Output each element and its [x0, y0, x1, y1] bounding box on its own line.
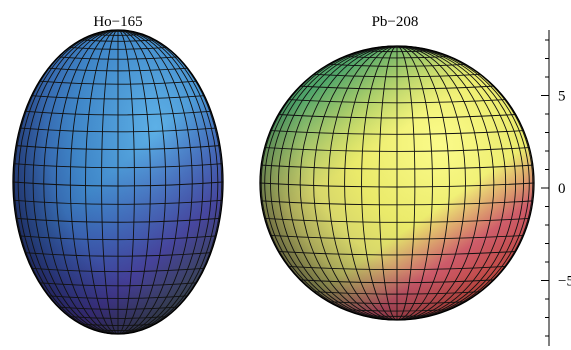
panel-title: Ho−165 [93, 14, 142, 30]
meridian [396, 45, 450, 321]
parallel [80, 323, 156, 326]
parallel [328, 301, 466, 305]
parallel [344, 55, 450, 59]
meridian [117, 29, 181, 335]
parallel [361, 314, 433, 317]
parallel [24, 110, 212, 116]
panel-title: Pb−208 [372, 14, 419, 30]
parallel [12, 181, 224, 187]
meridian [85, 29, 119, 335]
meridian [277, 45, 398, 321]
parallel [31, 95, 205, 100]
parallel [58, 306, 178, 310]
meridian [313, 45, 398, 321]
parallel [300, 279, 494, 284]
meridian [117, 29, 167, 335]
meridian [55, 29, 119, 335]
meridian [361, 45, 398, 321]
parallel [69, 316, 167, 319]
meridian [396, 45, 481, 321]
ho-surface [12, 29, 224, 335]
parallel [80, 39, 156, 42]
parallel [19, 127, 217, 133]
parallel [361, 50, 433, 53]
parallel [31, 267, 205, 273]
parallel [19, 235, 217, 241]
parallel [328, 63, 466, 67]
parallel [48, 295, 188, 299]
parallel [261, 200, 533, 206]
parallel [313, 291, 481, 295]
meridian [396, 45, 495, 321]
parallel [13, 199, 223, 205]
parallel [344, 309, 450, 312]
meridian [287, 45, 398, 321]
parallel [264, 147, 530, 152]
parallel [259, 182, 535, 188]
meridian [328, 45, 398, 321]
parallel [16, 145, 220, 150]
parallel [278, 251, 516, 256]
meridian [117, 29, 151, 335]
meridian [43, 29, 119, 335]
tick-label: 0 [558, 181, 566, 197]
meridian [117, 29, 135, 335]
parallel [288, 99, 506, 104]
meridian [117, 29, 193, 335]
tick-label: −5 [558, 274, 571, 290]
parallel [58, 56, 178, 60]
parallel [39, 282, 197, 287]
meridian [299, 45, 398, 321]
meridian [396, 45, 433, 321]
parallel [261, 164, 533, 170]
parallel [278, 114, 516, 119]
parallel [39, 80, 197, 85]
meridian [396, 45, 524, 321]
parallel [13, 163, 223, 169]
parallel [92, 33, 144, 36]
tick-label: 5 [558, 89, 566, 105]
meridian [396, 45, 466, 321]
meridian [378, 45, 398, 321]
meridian [396, 45, 517, 321]
meridian [270, 45, 398, 321]
parallel [69, 46, 167, 50]
parallel [270, 234, 524, 240]
parallel [92, 329, 144, 331]
meridian [344, 45, 398, 321]
parallel [16, 217, 220, 223]
parallel [288, 265, 506, 271]
parallel [48, 67, 188, 72]
meridian [69, 29, 119, 335]
parallel [264, 218, 530, 223]
parallel [270, 130, 524, 135]
pb-surface [259, 45, 535, 321]
meridian [101, 29, 119, 335]
meridian [396, 45, 507, 321]
parallel [24, 252, 212, 257]
meridian [396, 45, 416, 321]
parallel [379, 46, 415, 49]
parallel [300, 85, 494, 90]
parallel [313, 73, 481, 78]
axis: 5 0 −5 [541, 30, 571, 346]
